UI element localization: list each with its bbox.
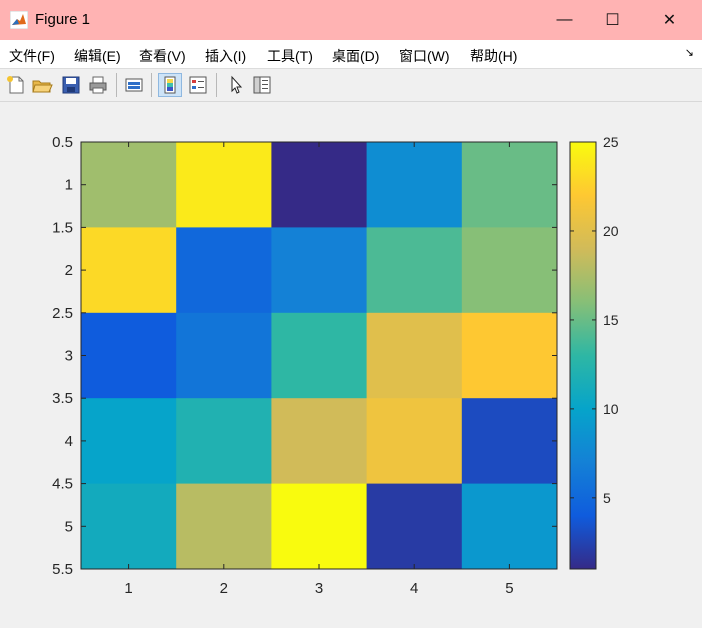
toolbar bbox=[0, 69, 702, 102]
heatmap-cell bbox=[271, 227, 368, 314]
x-tick-label: 5 bbox=[505, 580, 513, 597]
new-figure-icon[interactable] bbox=[5, 74, 27, 96]
heatmap-cell bbox=[81, 227, 177, 314]
property-inspector-icon[interactable] bbox=[251, 74, 273, 96]
heatmap-cell bbox=[81, 312, 177, 399]
heatmap-cell bbox=[176, 398, 272, 485]
y-tick-label: 5 bbox=[65, 518, 73, 535]
toolbar-separator bbox=[116, 73, 117, 97]
x-tick-label: 2 bbox=[220, 580, 228, 597]
colorbar-icon[interactable] bbox=[158, 73, 182, 97]
heatmap-cell bbox=[461, 142, 558, 228]
menu-window[interactable]: 窗口(W) bbox=[399, 48, 450, 64]
heatmap-cell bbox=[271, 483, 368, 570]
heatmap-cell bbox=[176, 312, 272, 399]
minimize-icon: — bbox=[556, 11, 573, 28]
print-icon[interactable] bbox=[87, 74, 109, 96]
heatmap-cell bbox=[271, 312, 368, 399]
colorbar bbox=[569, 141, 597, 570]
close-button[interactable]: ✕ bbox=[642, 0, 697, 40]
heatmap-cell bbox=[81, 142, 177, 228]
x-tick-label: 4 bbox=[410, 580, 418, 597]
title-bar[interactable]: Figure 1 — ☐ ✕ bbox=[0, 0, 702, 40]
x-tick-label: 1 bbox=[124, 580, 132, 597]
legend-icon[interactable] bbox=[187, 74, 209, 96]
pointer-icon[interactable] bbox=[225, 74, 247, 96]
heatmap-cell bbox=[366, 312, 463, 399]
menu-dock-arrow-icon[interactable]: ↘ bbox=[684, 47, 694, 59]
y-tick-label: 0.5 bbox=[52, 134, 73, 151]
y-tick-label: 5.5 bbox=[52, 561, 73, 578]
y-tick-label: 3.5 bbox=[52, 390, 73, 407]
heatmap-cell bbox=[366, 227, 463, 314]
y-tick-label: 2 bbox=[65, 262, 73, 279]
plot-area: 1 2 3 4 5 0.5 1 1.5 2 2.5 3 3.5 4 4.5 5 5.5 5 10 15 20 25 bbox=[0, 102, 702, 628]
y-tick-label: 2.5 bbox=[52, 305, 73, 322]
heatmap-cell bbox=[176, 227, 272, 314]
x-tick-label: 3 bbox=[315, 580, 323, 597]
heatmap-cell bbox=[366, 142, 463, 228]
toolbar-separator bbox=[216, 73, 217, 97]
menu-tools[interactable]: 工具(T) bbox=[267, 48, 313, 64]
heatmap-cell bbox=[271, 398, 368, 485]
y-tick-label: 1.5 bbox=[52, 219, 73, 236]
colorbar-tick-label: 5 bbox=[603, 490, 611, 506]
close-icon: ✕ bbox=[662, 12, 677, 29]
heatmap-cell bbox=[176, 483, 272, 570]
save-icon[interactable] bbox=[60, 74, 82, 96]
maximize-icon: ☐ bbox=[605, 12, 620, 29]
minimize-button[interactable]: — bbox=[537, 0, 592, 40]
window-title: Figure 1 bbox=[35, 11, 91, 28]
heatmap-cell bbox=[461, 227, 558, 314]
maximize-button[interactable]: ☐ bbox=[585, 0, 640, 40]
heatmap-cell bbox=[461, 483, 558, 570]
heatmap-cell bbox=[461, 312, 558, 399]
link-plot-icon[interactable] bbox=[123, 74, 145, 96]
y-tick-label: 1 bbox=[65, 177, 73, 194]
y-tick-label: 3 bbox=[65, 348, 73, 365]
menu-help[interactable]: 帮助(H) bbox=[470, 48, 518, 64]
heatmap-cell bbox=[271, 142, 368, 228]
heatmap-cell bbox=[366, 398, 463, 485]
y-tick-label: 4 bbox=[65, 433, 73, 450]
heatmap-cell bbox=[176, 142, 272, 228]
menu-insert[interactable]: 插入(I) bbox=[205, 48, 247, 64]
menu-edit[interactable]: 编辑(E) bbox=[74, 48, 121, 64]
colorbar-tick-label: 25 bbox=[603, 134, 619, 150]
heatmap-cell bbox=[366, 483, 463, 570]
menu-desktop[interactable]: 桌面(D) bbox=[332, 48, 380, 64]
open-file-icon[interactable] bbox=[31, 74, 53, 96]
heatmap-cells bbox=[81, 142, 558, 570]
menu-view[interactable]: 查看(V) bbox=[139, 48, 186, 64]
colorbar-tick-label: 10 bbox=[603, 401, 619, 417]
heatmap-cell bbox=[81, 398, 177, 485]
toolbar-separator bbox=[151, 73, 152, 97]
menu-bar: 文件(F) 编辑(E) 查看(V) 插入(I) 工具(T) 桌面(D) 窗口(W… bbox=[0, 40, 702, 69]
heatmap-cell bbox=[461, 398, 558, 485]
heatmap-chart: 1 2 3 4 5 0.5 1 1.5 2 2.5 3 3.5 4 4.5 5 5.5 5 10 15 20 25 bbox=[52, 134, 619, 597]
menu-file[interactable]: 文件(F) bbox=[9, 48, 55, 64]
matlab-logo-icon bbox=[10, 11, 28, 29]
y-tick-label: 4.5 bbox=[52, 476, 73, 493]
colorbar-tick-label: 15 bbox=[603, 312, 619, 328]
colorbar-tick-label: 20 bbox=[603, 223, 619, 239]
heatmap-cell bbox=[81, 483, 177, 570]
